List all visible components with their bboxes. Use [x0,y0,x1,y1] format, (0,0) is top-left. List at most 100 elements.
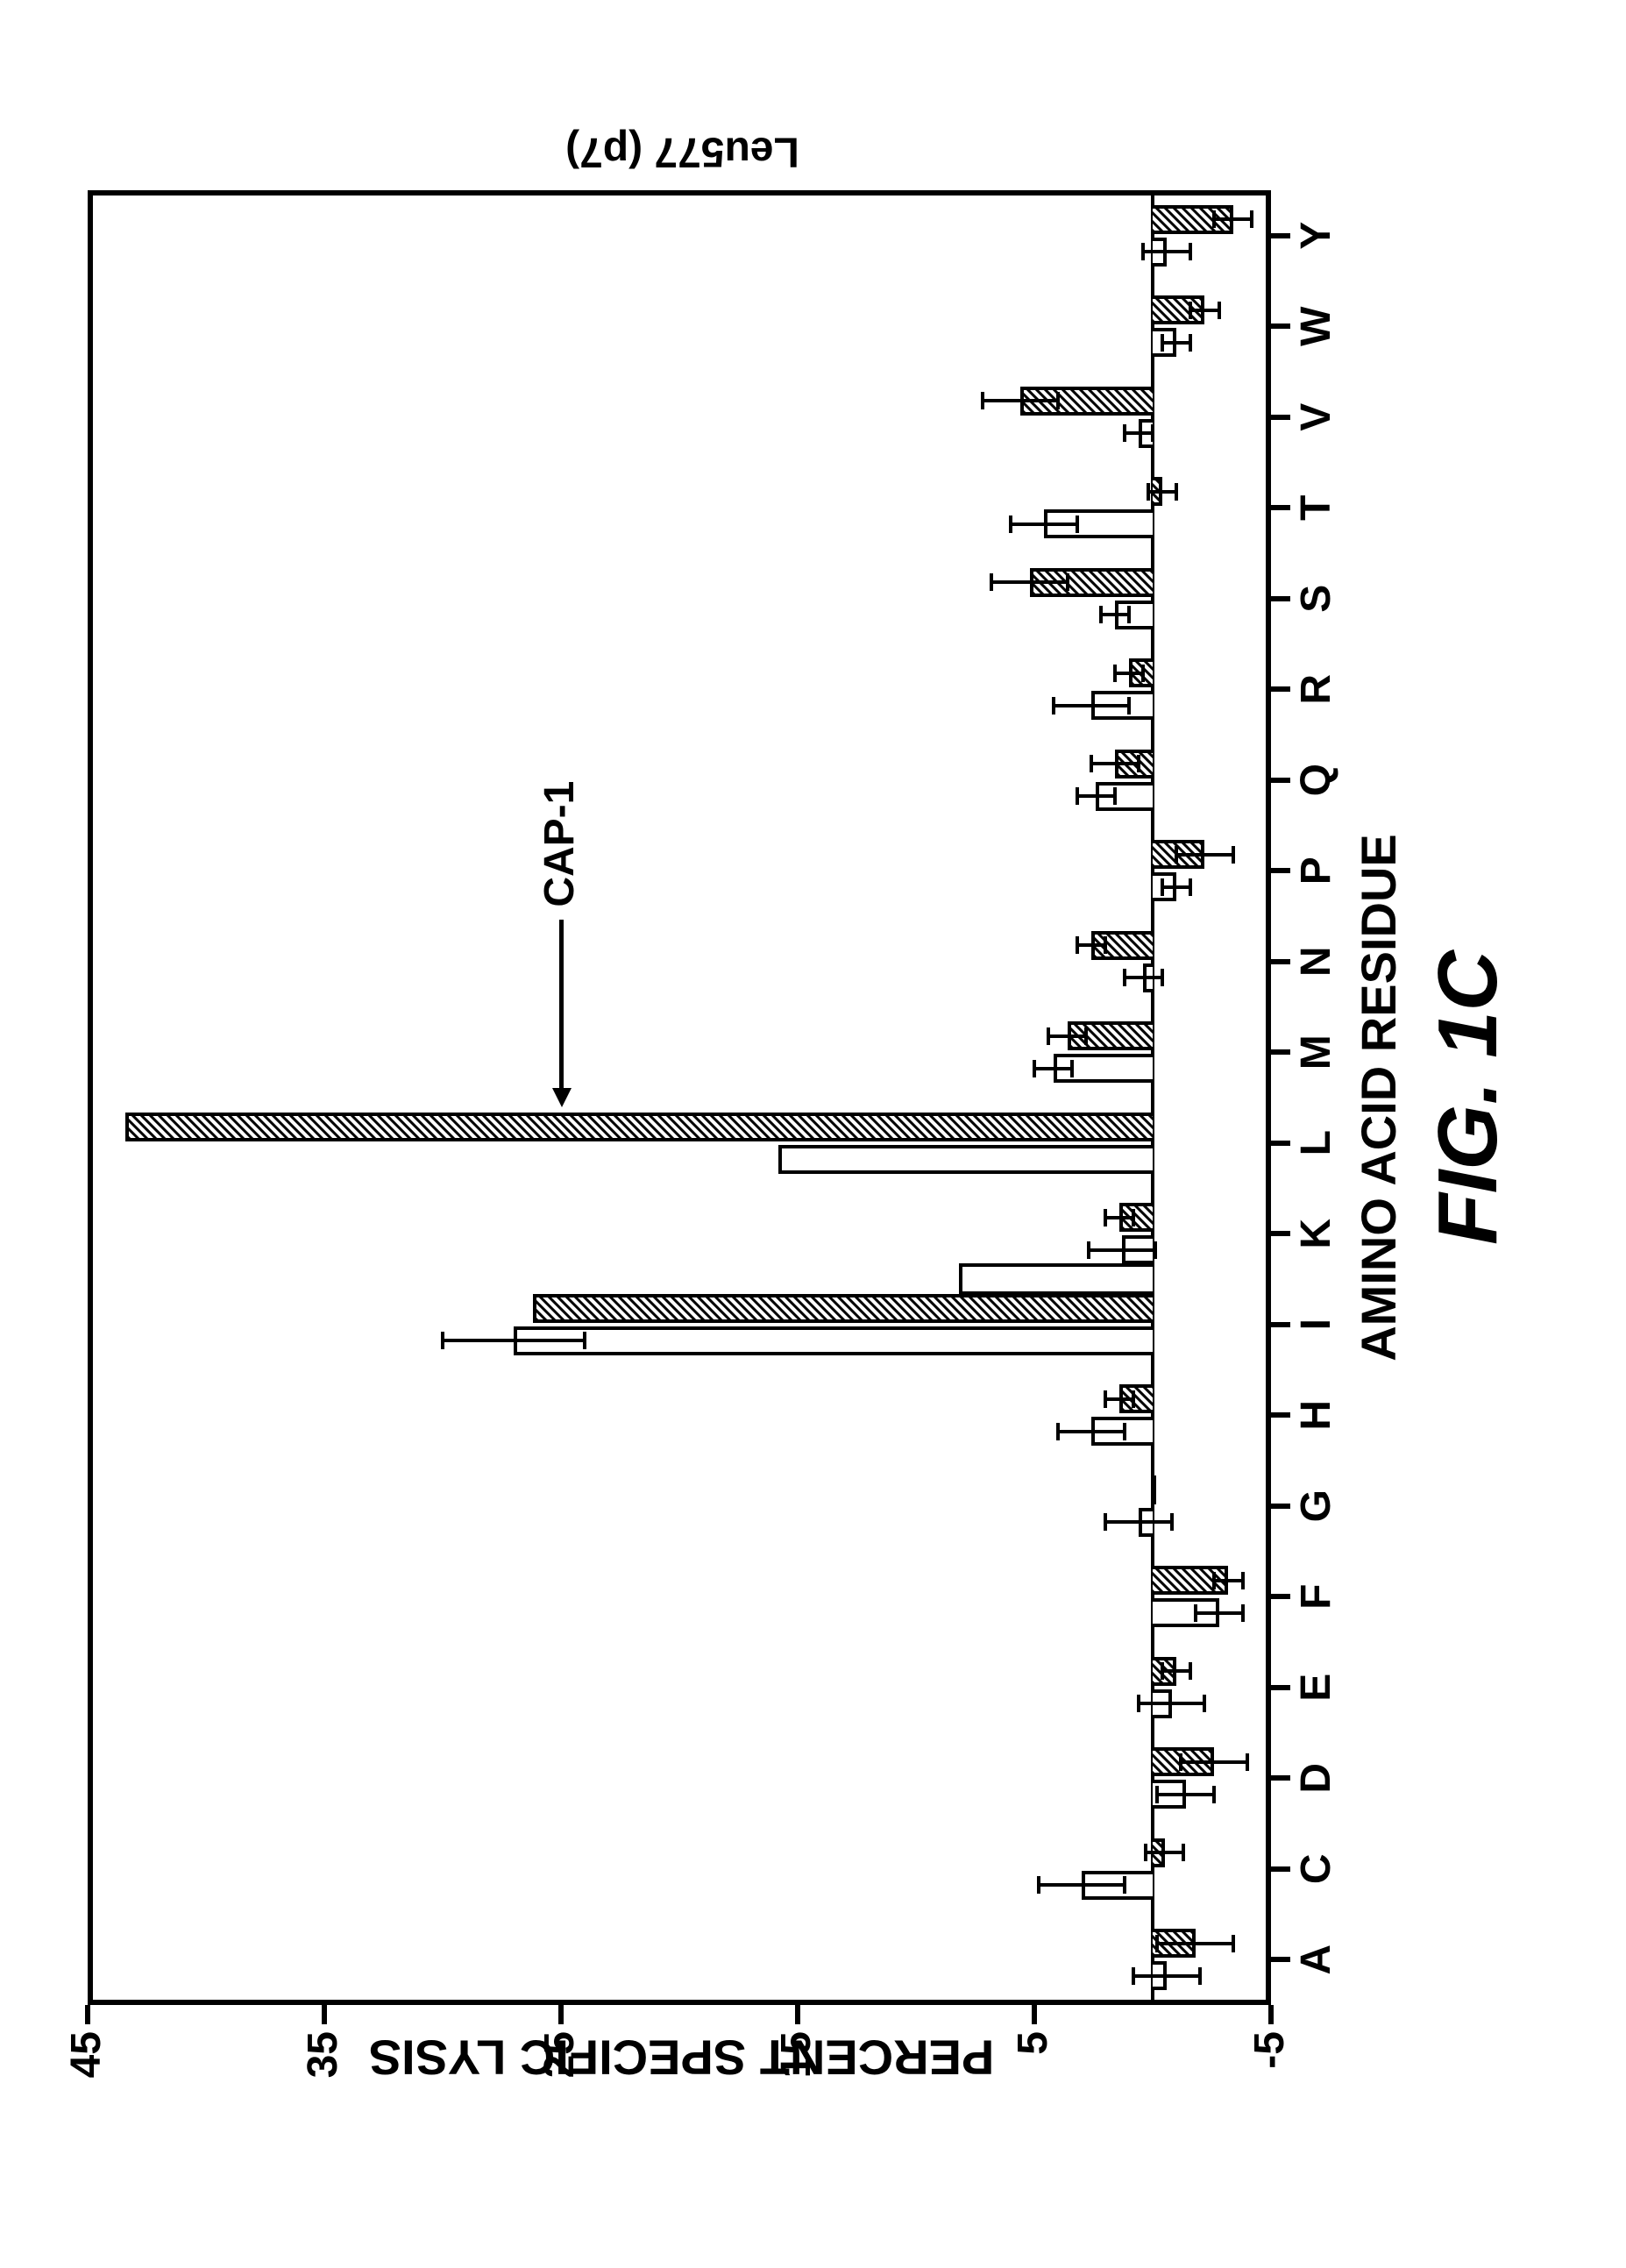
err-D-open-captop [1155,1786,1159,1803]
y-tick-label: 45 [62,2031,110,2128]
bar-L-hatched [125,1113,1153,1141]
err-K-open-captop [1087,1241,1090,1259]
err-W-open-stem [1162,341,1190,345]
err-W-hatched-capbot [1218,302,1221,319]
err-I-open-capbot [583,1332,586,1349]
err-T-hatched-captop [1147,483,1150,501]
y-tick-label: -5 [1246,2031,1294,2128]
err-V-open-capbot [1151,424,1154,442]
err-H-open-captop [1056,1423,1060,1440]
x-tick-label: H [1292,1380,1340,1450]
err-A-open-captop [1132,1967,1135,1985]
y-tick [558,2005,564,2024]
err-V-open-captop [1123,424,1126,442]
err-C-hatched-stem [1146,1851,1183,1854]
bar-L-open [778,1145,1153,1174]
x-tick [1271,1957,1290,1962]
x-tick [1271,1866,1290,1872]
err-M-open-captop [1033,1060,1036,1077]
annotation-cap1: CAP-1 [536,781,584,907]
y-tick [85,2005,90,2024]
err-C-open-capbot [1123,1876,1126,1894]
err-M-open-capbot [1070,1060,1074,1077]
err-S-hatched-capbot [1066,573,1069,591]
err-M-hatched-capbot [1084,1027,1088,1045]
err-E-open-stem [1139,1702,1205,1705]
err-E-open-capbot [1203,1695,1206,1712]
x-tick-label: Q [1292,745,1340,815]
x-tick [1271,1775,1290,1781]
err-P-open-stem [1162,885,1190,889]
err-A-hatched-capbot [1232,1935,1235,1952]
err-W-open-capbot [1189,334,1192,352]
err-T-open-captop [1009,515,1012,533]
x-tick-label: V [1292,382,1340,452]
err-S-open-capbot [1127,606,1131,623]
y-tick [322,2005,327,2024]
bar-G-hatched [1153,1475,1156,1504]
x-tick [1271,1141,1290,1146]
x-tick [1271,1231,1290,1236]
annotation-arrow-head [552,1088,572,1107]
err-N-open-stem [1125,976,1162,979]
x-tick [1271,778,1290,783]
err-M-open-stem [1034,1067,1072,1070]
x-tick-label: A [1292,1924,1340,1994]
err-Q-hatched-captop [1090,755,1093,772]
err-Q-open-capbot [1113,787,1117,805]
err-Y-open-stem [1143,250,1190,253]
err-C-open-captop [1037,1876,1040,1894]
x-tick-label: C [1292,1834,1340,1904]
err-N-open-captop [1123,969,1126,986]
x-tick [1271,505,1290,510]
err-C-open-stem [1039,1883,1124,1887]
err-M-hatched-captop [1047,1027,1050,1045]
err-H-open-stem [1058,1430,1125,1433]
x-tick-label: I [1292,1290,1340,1360]
right-axis-title: Leu577 (p7) [525,128,841,176]
err-Q-open-stem [1077,794,1115,798]
x-tick-label: P [1292,835,1340,906]
err-W-hatched-stem [1190,309,1218,312]
bar-I-open [514,1326,1153,1355]
err-D-open-stem [1157,1793,1214,1796]
err-S-hatched-stem [991,580,1067,584]
x-tick-label: N [1292,927,1340,997]
err-T-hatched-capbot [1175,483,1178,501]
err-C-hatched-capbot [1182,1844,1185,1861]
err-R-open-stem [1054,704,1129,707]
err-Y-hatched-capbot [1250,210,1253,228]
err-D-hatched-captop [1179,1753,1182,1771]
err-A-hatched-stem [1157,1942,1232,1945]
x-tick [1271,868,1290,873]
err-N-open-capbot [1161,969,1164,986]
x-tick [1271,1685,1290,1690]
err-A-open-capbot [1198,1967,1202,1985]
err-F-hatched-stem [1214,1579,1242,1582]
x-tick-label: K [1292,1198,1340,1269]
err-V-open-stem [1125,431,1153,435]
annotation-arrow-line [559,920,564,1091]
err-S-hatched-captop [990,573,993,591]
x-tick-label: L [1292,1108,1340,1178]
err-K-hatched-captop [1104,1209,1107,1226]
err-Q-open-captop [1076,787,1079,805]
err-F-hatched-capbot [1241,1572,1245,1589]
bar-I-hatched [533,1294,1153,1323]
err-T-hatched-stem [1148,490,1176,494]
err-D-hatched-capbot [1246,1753,1249,1771]
x-tick-label: W [1292,291,1340,361]
x-tick [1271,596,1290,601]
err-N-hatched-captop [1076,936,1079,954]
x-tick-label: R [1292,654,1340,724]
err-P-hatched-stem [1176,853,1233,857]
err-H-hatched-capbot [1132,1390,1135,1408]
err-S-open-captop [1099,606,1103,623]
err-W-open-captop [1161,334,1164,352]
err-T-open-capbot [1076,515,1079,533]
err-C-hatched-captop [1144,1844,1147,1861]
rotated-landscape-canvas: -5515253545ACDEFGHIKLMNPQRSTVWYPERCENT S… [0,0,1626,2268]
err-P-hatched-captop [1175,846,1178,864]
err-M-hatched-stem [1048,1034,1086,1038]
x-tick [1271,323,1290,329]
